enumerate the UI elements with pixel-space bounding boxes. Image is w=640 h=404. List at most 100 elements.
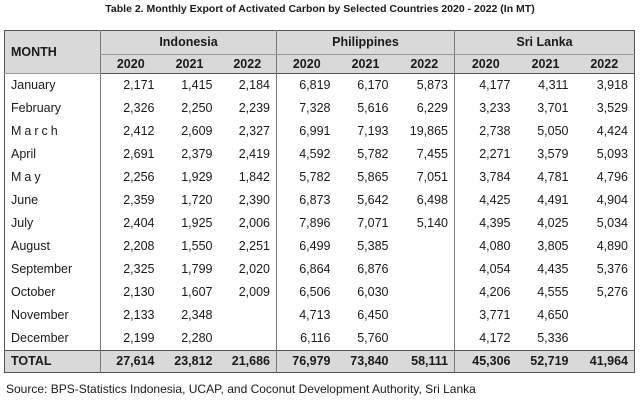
value-cell: 2,325 xyxy=(100,258,161,281)
export-table: MONTH Indonesia Philippines Sri Lanka 20… xyxy=(4,30,635,373)
value-cell: 4,890 xyxy=(596,239,628,253)
value-cell: 4,311 xyxy=(516,73,575,97)
value-cell: 6,030 xyxy=(357,285,389,299)
value-cell: 3,529 xyxy=(596,101,628,115)
month-cell: May xyxy=(11,170,44,184)
year-header: 2022 xyxy=(394,54,455,74)
total-value-cell: 58,111 xyxy=(394,350,455,373)
value-cell: 4,781 xyxy=(537,170,569,184)
value-cell: 1,720 xyxy=(181,193,213,207)
value-cell: 3,233 xyxy=(454,97,517,120)
value-cell: 5,034 xyxy=(596,216,628,230)
total-value-cell: 23,812 xyxy=(160,350,219,373)
value-cell: 3,805 xyxy=(537,239,569,253)
value-cell: 5,782 xyxy=(276,166,337,189)
month-cell: October xyxy=(11,285,56,299)
value-cell: 4,650 xyxy=(537,308,569,322)
value-cell xyxy=(575,304,635,327)
value-cell: 2,020 xyxy=(238,262,270,276)
value-cell: 2,419 xyxy=(238,147,270,161)
value-cell: 4,025 xyxy=(537,216,569,230)
value-cell: 5,276 xyxy=(596,285,628,299)
value-cell: 2,359 xyxy=(100,189,161,212)
value-cell: 5,616 xyxy=(357,101,389,115)
value-cell: 1,550 xyxy=(181,239,213,253)
month-cell: April xyxy=(11,147,37,161)
value-cell: 2,412 xyxy=(100,120,161,143)
month-cell: September xyxy=(11,262,73,276)
value-cell: 4,177 xyxy=(454,73,517,97)
value-cell: 3,784 xyxy=(454,166,517,189)
value-cell: 2,327 xyxy=(238,124,270,138)
header-row-countries: MONTH Indonesia Philippines Sri Lanka xyxy=(4,30,635,74)
total-value-cell: 41,964 xyxy=(574,350,635,373)
value-cell: 2,256 xyxy=(100,166,161,189)
value-cell xyxy=(395,258,455,281)
table-row: March 2,412 2,609 2,327 6,991 7,193 19,865 2,73… xyxy=(5,120,635,143)
value-cell: 5,865 xyxy=(357,170,389,184)
value-cell: 2,691 xyxy=(100,143,161,166)
value-cell: 4,172 xyxy=(454,327,517,351)
value-cell: 1,607 xyxy=(181,285,213,299)
table-row: November 2,133 2,348 4,713 6,450 3,771 4,650 xyxy=(5,304,635,327)
value-cell: 2,738 xyxy=(454,120,517,143)
value-cell: 5,336 xyxy=(537,331,569,345)
value-cell: 5,782 xyxy=(357,147,389,161)
value-cell xyxy=(219,327,277,351)
month-cell: December xyxy=(11,331,69,345)
month-cell: February xyxy=(11,101,62,115)
table-row: December 2,199 2,280 6,116 5,760 4,172 5,336 xyxy=(5,327,635,351)
value-cell: 2,133 xyxy=(100,304,161,327)
total-value-cell: 21,686 xyxy=(218,350,277,373)
month-cell: August xyxy=(11,239,50,253)
value-cell: 5,385 xyxy=(357,239,389,253)
month-column-header: MONTH xyxy=(4,30,101,74)
value-cell: 2,280 xyxy=(181,331,213,345)
value-cell: 4,395 xyxy=(454,212,517,235)
total-value-cell: 76,979 xyxy=(276,350,337,373)
value-cell: 2,199 xyxy=(100,327,161,351)
month-cell: July xyxy=(11,216,34,230)
value-cell: 4,796 xyxy=(596,170,628,184)
total-value-cell: 45,306 xyxy=(454,350,517,373)
year-header: 2020 xyxy=(276,54,337,74)
month-cell: March xyxy=(11,124,61,138)
year-header: 2020 xyxy=(454,54,517,74)
value-cell: 4,424 xyxy=(596,124,628,138)
table-row: May 2,256 1,929 1,842 5,782 5,865 7,051 3,784 4,… xyxy=(5,166,635,189)
value-cell: 4,425 xyxy=(454,189,517,212)
value-cell: 6,170 xyxy=(336,73,395,97)
value-cell: 5,093 xyxy=(596,147,628,161)
value-cell: 2,184 xyxy=(218,73,277,97)
total-label: TOTAL xyxy=(4,350,101,373)
table-row: June 2,359 1,720 2,390 6,873 5,642 6,498 4,425 4… xyxy=(5,189,635,212)
country-header-sri-lanka: Sri Lanka xyxy=(454,30,635,55)
value-cell: 6,819 xyxy=(276,73,337,97)
table-body: January 2,171 1,415 2,184 6,819 6,170 5,873 4,1… xyxy=(4,73,635,373)
value-cell: 7,051 xyxy=(416,170,448,184)
table-row: February 2,326 2,250 2,239 7,328 5,616 6,229 3,… xyxy=(5,97,635,120)
value-cell xyxy=(395,327,455,351)
country-header-indonesia: Indonesia xyxy=(100,30,277,55)
value-cell xyxy=(395,304,455,327)
value-cell: 2,251 xyxy=(238,239,270,253)
table-row: August 2,208 1,550 2,251 6,499 5,385 4,080 3,80… xyxy=(5,235,635,258)
value-cell: 6,229 xyxy=(416,101,448,115)
value-cell: 4,206 xyxy=(454,281,517,304)
value-cell: 6,499 xyxy=(276,235,337,258)
table-row: October 2,130 1,607 2,009 6,506 6,030 4,206 4,5… xyxy=(5,281,635,304)
value-cell: 7,071 xyxy=(357,216,389,230)
value-cell xyxy=(219,304,277,327)
value-cell: 1,929 xyxy=(181,170,213,184)
month-cell: June xyxy=(11,193,39,207)
year-header: 2021 xyxy=(160,54,219,74)
value-cell: 2,390 xyxy=(238,193,270,207)
table-row: September 2,325 1,799 2,020 6,864 6,876 4,054 4… xyxy=(5,258,635,281)
value-cell: 4,555 xyxy=(537,285,569,299)
source-note: Source: BPS-Statistics Indonesia, UCAP, … xyxy=(6,382,476,396)
value-cell: 19,865 xyxy=(409,124,448,138)
total-value-cell: 27,614 xyxy=(100,350,161,373)
value-cell: 2,130 xyxy=(100,281,161,304)
year-header: 2022 xyxy=(218,54,277,74)
value-cell: 2,239 xyxy=(238,101,270,115)
